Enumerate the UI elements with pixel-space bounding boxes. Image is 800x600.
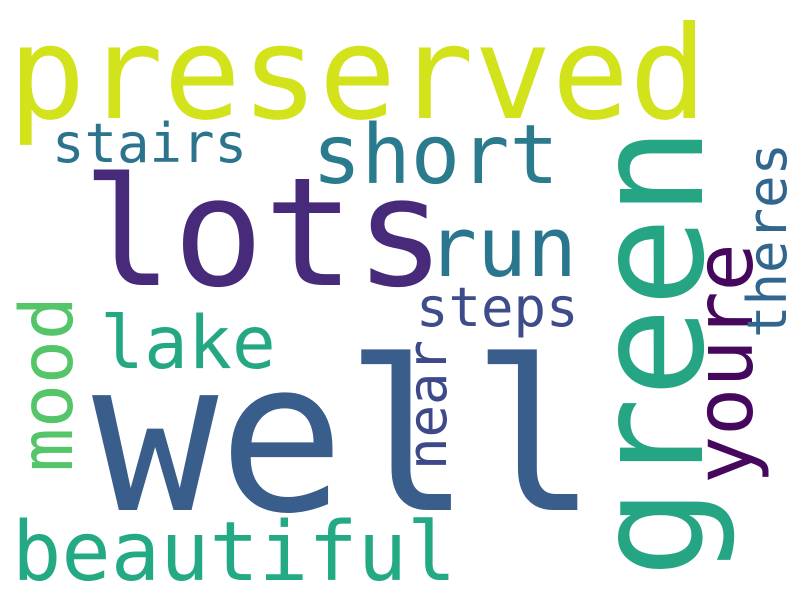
word-run: run — [427, 199, 577, 296]
word-green: green — [564, 126, 738, 578]
word-lake: lake — [100, 301, 276, 386]
word-theres: theres — [736, 143, 799, 338]
word-well: well — [92, 315, 598, 560]
word-lots: lots — [82, 145, 446, 321]
word-stairs: stairs — [52, 112, 247, 175]
word-short: short — [312, 108, 559, 203]
word-near: near — [396, 340, 459, 470]
word-beautiful: beautiful — [12, 505, 456, 600]
word-steps: steps — [416, 276, 579, 339]
word-mood: mood — [5, 296, 90, 472]
word-preserved: preserved — [8, 0, 707, 149]
word-youre: youre — [678, 243, 771, 484]
